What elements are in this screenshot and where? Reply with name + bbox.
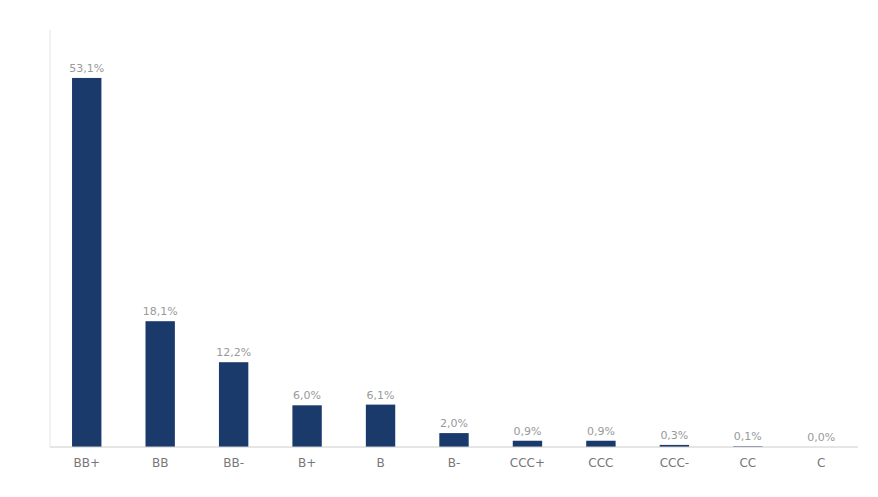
bar: [513, 441, 542, 447]
data-label: 0,9%: [587, 425, 615, 438]
data-label: 6,1%: [367, 389, 395, 402]
data-label: 0,3%: [660, 429, 688, 442]
data-label: 12,2%: [216, 346, 251, 359]
data-label: 6,0%: [293, 389, 321, 402]
bar: [219, 362, 248, 447]
data-label: 0,0%: [807, 431, 835, 444]
bar: [586, 441, 615, 447]
data-label: 0,1%: [734, 430, 762, 443]
x-tick-label: C: [817, 456, 825, 470]
x-tick-label: BB: [152, 456, 168, 470]
data-label: 18,1%: [143, 305, 178, 318]
y-axis-line: [50, 30, 51, 447]
data-label: 2,0%: [440, 417, 468, 430]
x-tick-label: B: [376, 456, 384, 470]
x-tick-label: CC: [739, 456, 756, 470]
x-tick-label: CCC-: [660, 456, 689, 470]
data-label: 0,9%: [513, 425, 541, 438]
data-label: 53,1%: [69, 62, 104, 75]
x-tick-label: CCC: [588, 456, 613, 470]
chart: BB+BBBB-B+BB-CCC+CCCCCC-CCC53,1%18,1%12,…: [0, 0, 878, 497]
bar: [145, 321, 174, 447]
x-tick-label: BB+: [73, 456, 100, 470]
x-tick-label: CCC+: [510, 456, 545, 470]
bar: [72, 78, 101, 447]
x-tick-label: B-: [448, 456, 461, 470]
bar: [366, 405, 395, 447]
x-tick-label: BB-: [223, 456, 244, 470]
bars: [72, 78, 762, 447]
bar: [439, 433, 468, 447]
chart-container: BB+BBBB-B+BB-CCC+CCCCCC-CCC53,1%18,1%12,…: [0, 0, 878, 497]
bar: [292, 405, 321, 447]
x-tick-label: B+: [298, 456, 316, 470]
x-axis-line: [50, 447, 858, 448]
